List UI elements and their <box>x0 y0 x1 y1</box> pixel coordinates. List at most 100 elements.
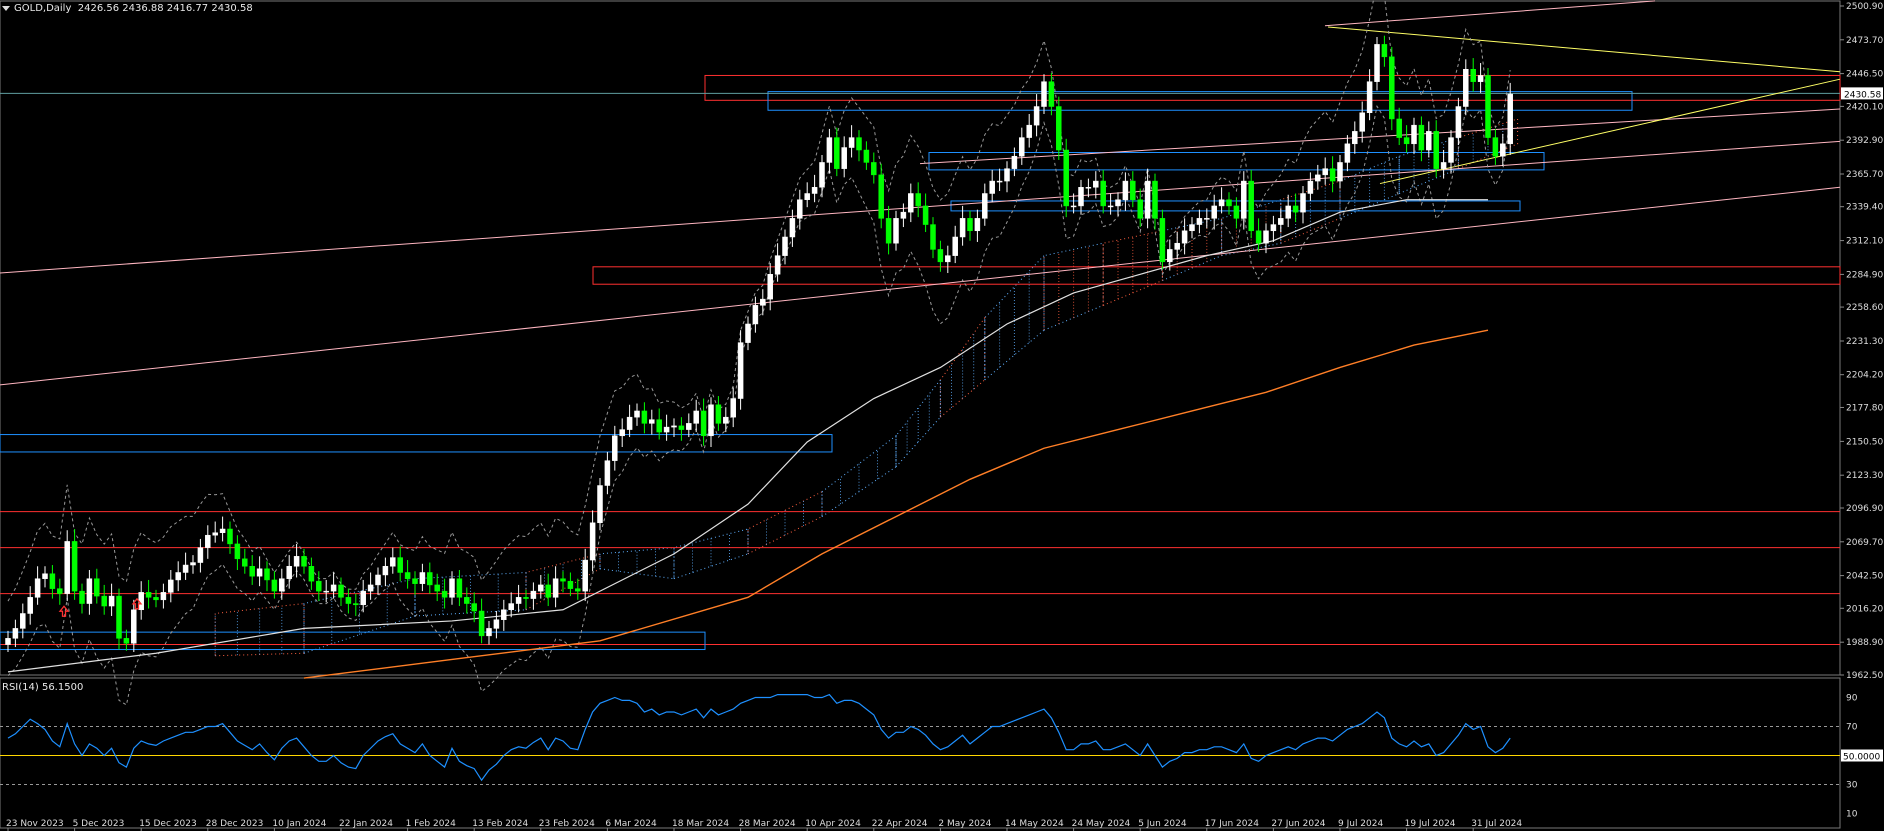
triangle-lower-line <box>1379 78 1841 185</box>
candle-body <box>1278 218 1284 225</box>
x-axis-label: 22 Jan 2024 <box>339 819 393 829</box>
channel-trend-line <box>1324 0 1656 27</box>
x-axis-label: 22 Apr 2024 <box>872 819 928 829</box>
support-zone <box>592 266 1841 285</box>
candle-body <box>797 199 803 219</box>
candle-body <box>619 429 625 437</box>
candle-body <box>168 579 174 593</box>
candle-body <box>1344 143 1351 163</box>
candle-body <box>419 572 426 584</box>
candle-body <box>116 595 122 639</box>
y-axis-tick-label: 2392.90 <box>1846 136 1883 146</box>
candle-body <box>20 613 26 629</box>
y-axis-tick-label: 2123.30 <box>1846 471 1883 481</box>
candle-body <box>1263 230 1269 244</box>
ohlc-values: 2426.56 2436.88 2416.77 2430.58 <box>77 3 253 14</box>
candle-body <box>1241 180 1247 219</box>
x-axis-label: 15 Dec 2023 <box>139 819 197 829</box>
candle-body <box>101 595 107 607</box>
candle-body <box>94 578 100 597</box>
x-axis-label: 13 Feb 2024 <box>472 819 528 829</box>
candle-body <box>86 578 93 604</box>
candle-body <box>1100 180 1106 207</box>
candle-body <box>589 522 596 561</box>
candle-body <box>626 416 633 430</box>
candle-body <box>1152 180 1158 219</box>
candle-body <box>545 584 551 598</box>
y-axis-tick-label: 2258.60 <box>1846 303 1883 313</box>
x-axis-label: 19 Jul 2024 <box>1405 819 1456 829</box>
candle-body <box>567 580 574 589</box>
candle-body <box>449 578 455 598</box>
candle-body <box>848 137 855 148</box>
candle-body <box>182 564 189 573</box>
candle-body <box>523 597 529 599</box>
candle-body <box>945 255 951 263</box>
candle-body <box>649 419 655 424</box>
candle-body <box>1292 205 1299 213</box>
candle-body <box>1255 230 1262 244</box>
moving-average-fast <box>7 199 1488 673</box>
candle-body <box>1381 44 1388 58</box>
candle-body <box>1403 137 1410 145</box>
candle-body <box>641 410 648 424</box>
main-plot-frame <box>0 0 1841 676</box>
bollinger-upper-band <box>7 0 1511 602</box>
candle-body <box>131 609 137 644</box>
candle-body <box>71 541 78 592</box>
candle-body <box>715 404 722 424</box>
candle-body <box>12 628 19 639</box>
candle-body <box>663 426 670 433</box>
candle-body <box>538 584 544 592</box>
candle-body <box>767 274 773 300</box>
candle-body <box>1011 155 1018 169</box>
candle-body <box>1448 137 1454 163</box>
candle-body <box>1078 187 1084 207</box>
candle-body <box>256 568 263 577</box>
candle-body <box>1433 131 1439 169</box>
candle-body <box>1211 205 1217 219</box>
candle-body <box>1196 218 1203 225</box>
candle-body <box>982 193 988 219</box>
candle-body <box>360 590 366 606</box>
candle-body <box>1337 162 1343 182</box>
candle-body <box>1137 199 1143 219</box>
rsi-line <box>7 693 1511 782</box>
x-axis-label: 1 Feb 2024 <box>406 819 457 829</box>
candle-body <box>338 584 344 598</box>
x-axis-label: 28 Mar 2024 <box>739 819 796 829</box>
candle-body <box>1500 143 1506 157</box>
candle-body <box>1492 137 1499 157</box>
y-axis-tick-label: 2177.80 <box>1846 403 1883 413</box>
candle-body <box>27 597 33 614</box>
candle-body <box>612 435 618 461</box>
moving-average-slow <box>303 329 1489 679</box>
candle-body <box>604 460 611 486</box>
candle-body <box>323 590 329 593</box>
candle-body <box>79 590 85 604</box>
candle-body <box>316 580 322 592</box>
candle-body <box>774 255 781 275</box>
x-axis-label: 10 Apr 2024 <box>805 819 861 829</box>
x-axis-label: 9 Jul 2024 <box>1338 819 1383 829</box>
candle-body <box>330 584 337 592</box>
candle-body <box>1396 118 1402 138</box>
y-axis-tick-label: 2365.70 <box>1846 170 1883 180</box>
dropdown-triangle-icon[interactable] <box>2 5 10 11</box>
candle-body <box>264 568 270 581</box>
x-axis-label: 23 Nov 2023 <box>6 819 64 829</box>
candle-body <box>293 556 300 567</box>
y-axis-tick-label: 1988.90 <box>1846 638 1883 648</box>
candle-body <box>1322 168 1328 176</box>
y-axis-tick-label: 2231.30 <box>1846 337 1883 347</box>
y-axis-tick-label: 2016.20 <box>1846 604 1883 614</box>
rsi-level-label: 70 <box>1846 723 1858 733</box>
candle-body <box>1352 131 1358 145</box>
candle-body <box>878 174 884 219</box>
candle-body <box>737 342 744 399</box>
candle-body <box>1204 218 1210 220</box>
x-axis-label: 28 Dec 2023 <box>206 819 263 829</box>
candle-body <box>1485 75 1491 138</box>
candle-body <box>1189 224 1195 232</box>
